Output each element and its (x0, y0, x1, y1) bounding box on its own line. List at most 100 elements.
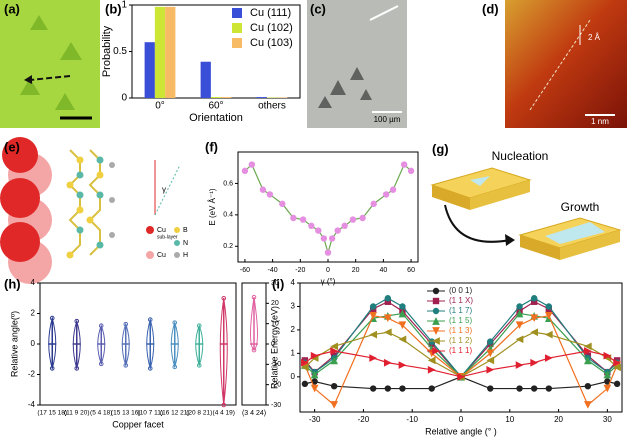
marker (398, 335, 407, 344)
legend-label: H (183, 252, 188, 259)
marker (545, 303, 553, 310)
marker (584, 347, 592, 355)
legend-label: B (183, 227, 188, 234)
legend-label: Cu (102) (250, 22, 293, 34)
marker (428, 338, 435, 345)
panel-a: (a) (0, 0, 100, 128)
x-tick-label: 0° (155, 101, 165, 112)
marker (530, 358, 539, 367)
y-tick-label: 30 (271, 280, 279, 287)
panel-label: (g) (432, 141, 449, 156)
plot-frame (39, 282, 237, 406)
marker (427, 356, 436, 365)
marker (400, 161, 408, 168)
legend-swatch (174, 227, 180, 233)
marker (544, 354, 553, 362)
violin-body (48, 316, 57, 371)
x-axis-label: Relative angle (° ) (425, 426, 497, 436)
violin-body (121, 322, 130, 367)
atom (0, 222, 40, 262)
marker (308, 222, 315, 230)
nitrogen (76, 156, 104, 249)
marker (310, 351, 319, 360)
x-tick-label: others (258, 101, 286, 112)
marker (399, 385, 406, 392)
violin-body (97, 324, 106, 366)
marker (398, 321, 407, 330)
y-tick-label: 0.2 (223, 243, 233, 250)
substrate-side (520, 235, 560, 260)
panel-label: (d) (482, 1, 499, 16)
marker (330, 347, 338, 355)
legend-label: Cu (103) (250, 37, 293, 49)
domain (20, 78, 40, 95)
bar (144, 42, 155, 98)
marker (584, 356, 592, 365)
y-tick-label: 0 (271, 341, 275, 348)
marker (530, 328, 539, 337)
legend-label: Cu (157, 227, 166, 234)
marker (330, 383, 338, 390)
hydrogen (109, 162, 115, 238)
marker (320, 235, 328, 242)
marker (349, 216, 357, 223)
y-tick-label: 0.4 (223, 212, 233, 219)
marker (427, 365, 436, 374)
x-tick-label: 60° (208, 101, 223, 112)
panel-d: 2 Å 1 nm (d) (482, 0, 627, 128)
y-tick-label: 4 (291, 278, 296, 287)
violin-cap (251, 347, 257, 353)
violin-cap (74, 318, 80, 324)
marker (384, 295, 392, 302)
panel-c: 100 µm (c) (307, 0, 407, 128)
y-tick-label: -4 (28, 400, 36, 409)
legend-label: N (183, 240, 188, 247)
y-tick-label: 0.5 (113, 46, 127, 57)
marker (516, 303, 523, 310)
y-tick-label: 0 (31, 339, 36, 348)
panel-e: γ Cu sub-layer B N Cu H (e) (0, 137, 188, 284)
marker (311, 378, 318, 385)
y-tick-label: 0.6 (223, 180, 233, 187)
arrow (444, 204, 511, 243)
x-tick-label: (5 4 18) (90, 410, 112, 417)
marker (530, 295, 538, 302)
nucleus (470, 176, 490, 186)
domain (318, 96, 332, 108)
arrow (29, 75, 71, 81)
atom (2, 137, 38, 173)
substrate-front (560, 230, 620, 260)
y-tick-label: 10 (271, 321, 279, 328)
violin-cap (147, 317, 153, 322)
legend-label: (1 1 7) (449, 306, 472, 315)
marker (603, 370, 612, 379)
violin-cap (196, 323, 202, 329)
domain (60, 42, 82, 60)
marker (310, 384, 319, 393)
marker (544, 330, 553, 339)
marker (398, 309, 407, 318)
x-tick-label: -10 (406, 415, 418, 424)
stage-label: Nucleation (492, 149, 549, 163)
x-tick-label: 30 (603, 415, 612, 424)
domain (30, 15, 48, 30)
legend-label: (1 1 2) (449, 336, 472, 345)
marker (432, 287, 440, 295)
violin-cap (221, 402, 227, 408)
legend-label: (0 0 1) (449, 286, 472, 295)
panel-label: (f) (205, 139, 218, 154)
marker (432, 307, 440, 315)
marker (432, 327, 440, 335)
legend-label: (1 1 1) (449, 346, 472, 355)
marker (259, 186, 267, 193)
marker (515, 321, 524, 330)
y-tick-label: -2 (28, 370, 36, 379)
y-tick-label: 1 (291, 348, 296, 357)
marker (432, 317, 440, 325)
x-tick-label: -20 (295, 267, 305, 274)
x-tick-label: 0 (459, 415, 464, 424)
marker (457, 372, 465, 381)
hbn-lattice (68, 149, 101, 256)
axis-arrow (154, 164, 181, 216)
stm-image (505, 0, 627, 128)
